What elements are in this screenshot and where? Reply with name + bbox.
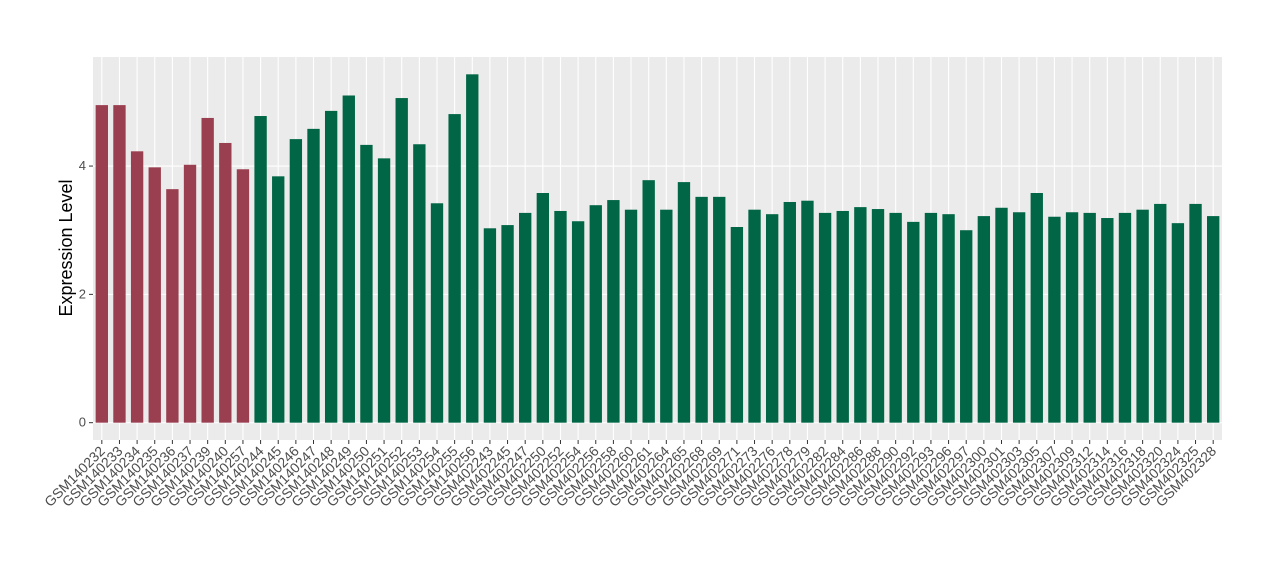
bar bbox=[960, 230, 973, 423]
bar bbox=[289, 139, 303, 423]
bar bbox=[448, 114, 461, 423]
bar bbox=[1136, 209, 1149, 423]
bar bbox=[748, 209, 761, 423]
bar bbox=[324, 110, 338, 423]
bar bbox=[413, 144, 426, 423]
bar bbox=[519, 212, 532, 423]
bar bbox=[483, 228, 497, 423]
bar bbox=[183, 164, 197, 423]
y-tick-label: 2 bbox=[79, 286, 86, 301]
y-tick-label: 4 bbox=[79, 158, 86, 173]
bar bbox=[254, 116, 267, 423]
bar bbox=[501, 225, 514, 423]
bar bbox=[1118, 212, 1132, 423]
bar bbox=[854, 207, 867, 423]
bar bbox=[1207, 216, 1220, 423]
bar bbox=[607, 200, 620, 423]
bar bbox=[395, 98, 408, 423]
bar bbox=[130, 151, 144, 423]
bar bbox=[219, 142, 232, 423]
bar bbox=[148, 167, 161, 423]
bar bbox=[730, 227, 744, 423]
bar bbox=[624, 209, 638, 423]
bar bbox=[871, 209, 885, 423]
bar bbox=[642, 180, 655, 423]
bar bbox=[360, 144, 373, 423]
bar bbox=[907, 221, 920, 423]
bar bbox=[236, 169, 250, 423]
y-tick-label: 0 bbox=[79, 415, 86, 430]
bar bbox=[783, 201, 796, 423]
bar bbox=[201, 117, 214, 423]
bar bbox=[377, 158, 391, 423]
bar bbox=[1101, 218, 1114, 423]
bar bbox=[660, 209, 673, 423]
bar bbox=[677, 182, 691, 423]
bar bbox=[1065, 212, 1079, 423]
bar bbox=[818, 212, 832, 423]
bar bbox=[924, 212, 938, 423]
bar bbox=[977, 216, 991, 423]
y-axis-title: Expression Level bbox=[56, 179, 76, 316]
bar bbox=[272, 176, 285, 423]
bar bbox=[536, 193, 550, 423]
bar bbox=[571, 221, 585, 423]
bar bbox=[95, 105, 108, 423]
bar bbox=[342, 95, 355, 423]
bar bbox=[889, 212, 902, 423]
bar bbox=[1012, 212, 1026, 423]
bar bbox=[1171, 223, 1185, 423]
bar bbox=[307, 128, 320, 423]
bar bbox=[695, 196, 708, 423]
bar bbox=[765, 214, 779, 423]
bar bbox=[1154, 203, 1167, 423]
bar bbox=[713, 196, 726, 423]
bar bbox=[166, 189, 179, 423]
bar bbox=[836, 210, 849, 423]
bar bbox=[1189, 203, 1202, 423]
bar bbox=[801, 200, 814, 423]
bar bbox=[1048, 216, 1061, 423]
bar bbox=[995, 207, 1008, 423]
bar bbox=[554, 210, 567, 423]
bar bbox=[466, 74, 479, 423]
bar bbox=[1083, 212, 1096, 423]
bar bbox=[113, 105, 126, 423]
bar bbox=[942, 214, 955, 423]
bar bbox=[589, 205, 602, 423]
bar bbox=[430, 203, 444, 423]
bar bbox=[1030, 193, 1043, 423]
